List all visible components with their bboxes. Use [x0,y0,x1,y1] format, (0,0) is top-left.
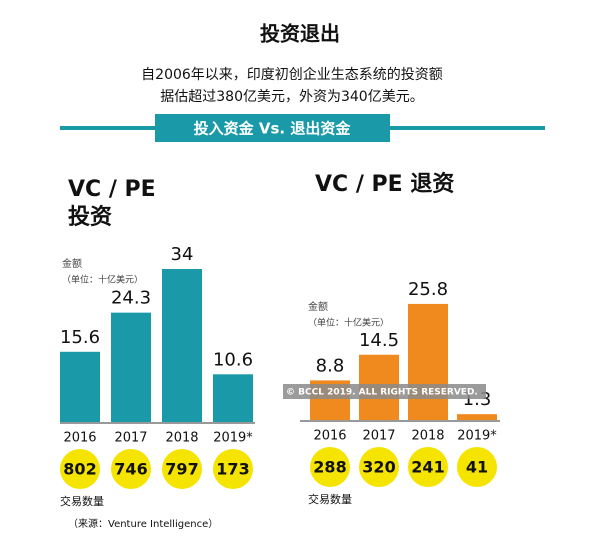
count-label: 288 [313,458,346,477]
value-label: 25.8 [408,279,448,300]
count-circle [457,447,497,487]
y-axis-label: 金额 [62,257,82,270]
bar [162,269,202,422]
y-axis-label: 金额 [308,300,328,313]
page-title: 投资退出 [260,22,340,46]
count-label: 320 [362,458,395,477]
count-label: 797 [165,460,198,479]
x-tick-label: 2019* [457,429,497,444]
source: （来源：Venture Intelligence） [68,517,218,530]
subtitle: 据估超过380亿美元，外资为340亿美元。 [160,89,423,105]
value-label: 8.8 [316,355,345,376]
count-label: 241 [411,458,444,477]
banner-text: 投入资金 Vs. 退出资金 [194,120,352,138]
bar [111,312,151,422]
count-circle [213,449,253,489]
count-circle [60,449,100,489]
count-label: 173 [216,460,249,479]
count-label: 746 [114,460,147,479]
value-label: 24.3 [111,288,151,309]
count-title: 交易数量 [308,492,352,506]
count-label: 802 [63,460,96,479]
count-circle [162,449,202,489]
y-axis-label: （单位：十亿美元） [308,317,389,329]
bar [213,374,253,422]
count-title: 交易数量 [60,494,104,508]
count-circle [359,447,399,487]
x-tick-label: 2018 [165,431,198,446]
count-circle [408,447,448,487]
watermark-bg [283,384,486,399]
bar [60,351,100,422]
chart-title: 投资 [68,205,112,230]
x-tick-label: 2016 [313,429,346,444]
bar [457,414,497,420]
chart-title: VC / PE 退资 [315,172,454,197]
value-label: 14.5 [359,330,399,351]
value-label: 15.6 [60,327,100,348]
x-tick-label: 2017 [362,429,395,444]
x-tick-label: 2016 [63,431,96,446]
count-label: 41 [466,458,488,477]
x-tick-label: 2019* [213,431,253,446]
subtitle: 自2006年以来，印度初创企业生态系统的投资额 [141,66,443,83]
x-tick-label: 2018 [411,429,444,444]
value-label: 34 [171,244,194,265]
chart-title: VC / PE [68,177,156,202]
bar [408,303,448,420]
y-axis-label: （单位：十亿美元） [62,274,143,286]
count-circle [310,447,350,487]
count-circle [111,449,151,489]
value-label: 10.6 [213,349,253,370]
watermark: © BCCL 2019. ALL RIGHTS RESERVED. [286,388,478,398]
banner-box [155,114,390,142]
x-tick-label: 2017 [114,431,147,446]
